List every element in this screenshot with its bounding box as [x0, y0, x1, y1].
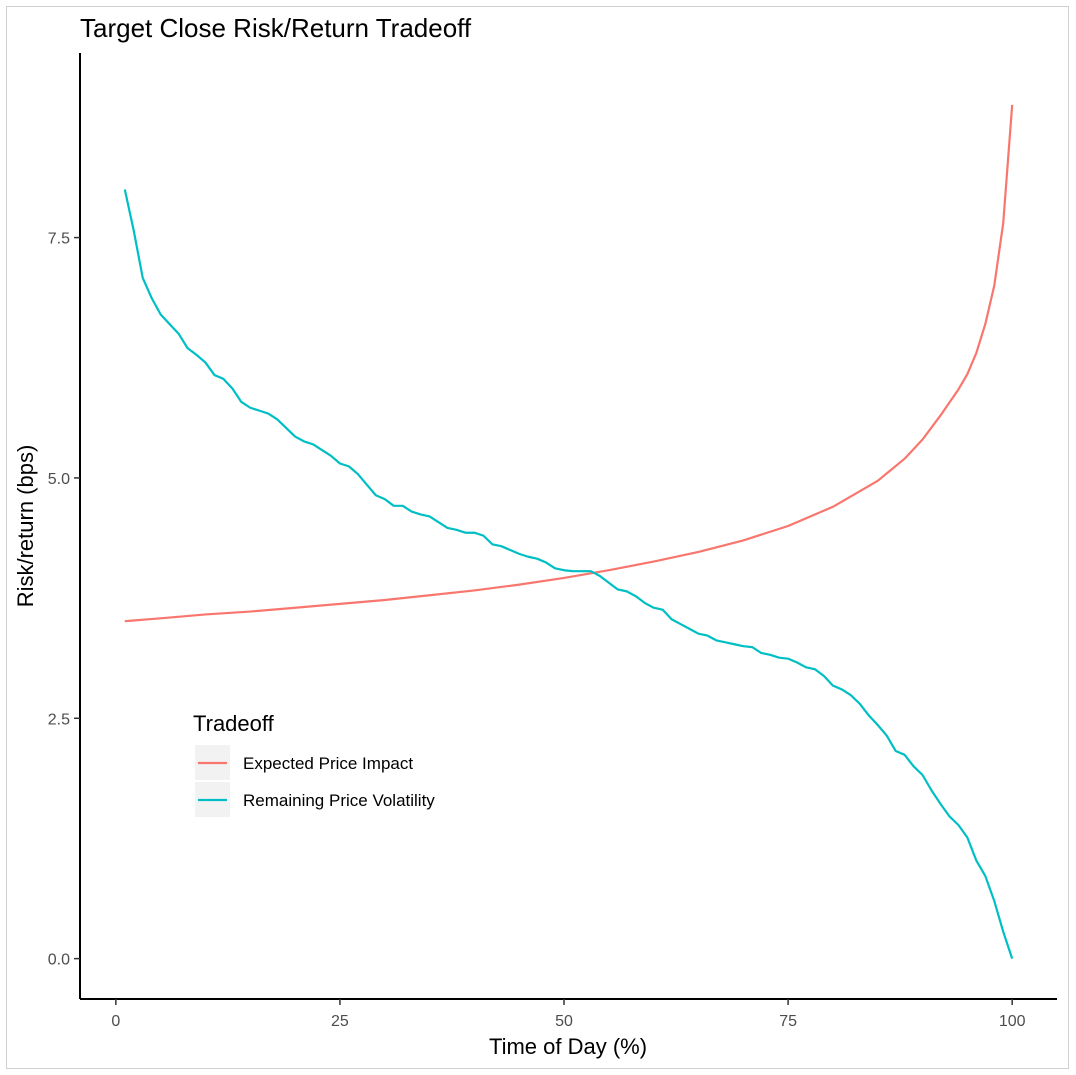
y-ticks: 0.0 2.5 5.0 7.5 — [48, 231, 80, 969]
y-tick-label: 7.5 — [48, 231, 70, 248]
legend-label: Expected Price Impact — [243, 754, 413, 773]
y-tick-label: 2.5 — [48, 711, 70, 728]
legend-title: Tradeoff — [193, 711, 275, 736]
x-tick-label: 50 — [555, 1013, 573, 1030]
legend: Tradeoff Expected Price Impact Remaining … — [193, 711, 435, 817]
legend-items: Expected Price Impact Remaining Price Vol… — [195, 745, 435, 817]
y-tick-label: 0.0 — [48, 952, 70, 969]
x-tick-label: 75 — [779, 1013, 797, 1030]
series-line-expected-price-impact — [124, 104, 1014, 623]
series-layer — [123, 104, 1014, 959]
x-ticks: 0 25 50 75 100 — [111, 999, 1026, 1030]
plot-frame — [6, 6, 1069, 1069]
x-tick-label: 25 — [331, 1013, 349, 1030]
x-tick-label: 0 — [111, 1013, 120, 1030]
x-axis-title: Time of Day (%) — [489, 1034, 647, 1059]
series-line-remaining-price-volatility — [123, 189, 1014, 959]
legend-label: Remaining Price Volatility — [243, 791, 435, 810]
chart-title: Target Close Risk/Return Tradeoff — [80, 13, 472, 43]
x-tick-label: 100 — [999, 1013, 1026, 1030]
y-axis-title: Risk/return (bps) — [13, 445, 38, 608]
y-tick-label: 5.0 — [48, 471, 70, 488]
